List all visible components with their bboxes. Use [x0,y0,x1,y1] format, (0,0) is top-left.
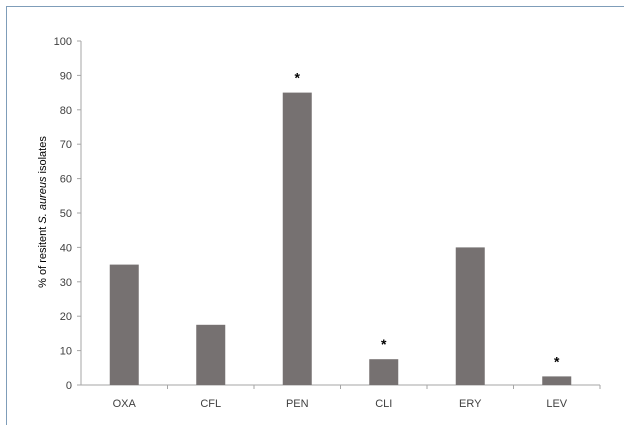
y-axis-label-part: % of resitent [37,224,49,288]
y-axis-label: % of resitent S. aureus isolates [37,136,49,288]
x-ticks: OXA CFL PEN CLI ERY LEV [113,385,601,410]
bar-pen [282,92,312,385]
bar-lev [542,376,572,385]
bars [109,92,572,385]
significance-star-lev: * [554,353,560,369]
y-tick-label: 50 [60,208,72,220]
bar-cfl [196,324,226,385]
chart-frame [6,6,624,425]
y-tick-label: 10 [60,346,72,358]
y-tick-label: 80 [60,105,72,117]
bar-cli [369,359,399,385]
y-tick-label: 70 [60,139,72,151]
x-tick-label-ery: ERY [459,398,482,410]
x-tick-label-lev: LEV [546,398,567,410]
y-ticks: 0 10 20 30 40 50 60 70 80 90 100 [54,36,81,392]
significance-star-cli: * [381,336,387,352]
y-tick-label: 90 [60,70,72,82]
x-tick-label-pen: PEN [286,398,309,410]
y-tick-label: 100 [54,36,72,48]
y-axis-label-part: isolates [37,136,49,177]
bar-ery [455,247,485,385]
x-tick-label-oxa: OXA [113,398,137,410]
x-tick-label-cli: CLI [375,398,392,410]
y-tick-label: 40 [60,242,72,254]
axes [80,41,600,386]
significance-markers: * * * [295,70,561,370]
bar-oxa [109,264,139,385]
significance-star-pen: * [295,70,301,86]
y-tick-label: 30 [60,277,72,289]
y-tick-label: 60 [60,174,72,186]
y-tick-label: 20 [60,311,72,323]
y-tick-label: 0 [66,380,72,392]
x-tick-label-cfl: CFL [200,398,221,410]
y-axis-label-species: S. aureus [37,176,49,224]
